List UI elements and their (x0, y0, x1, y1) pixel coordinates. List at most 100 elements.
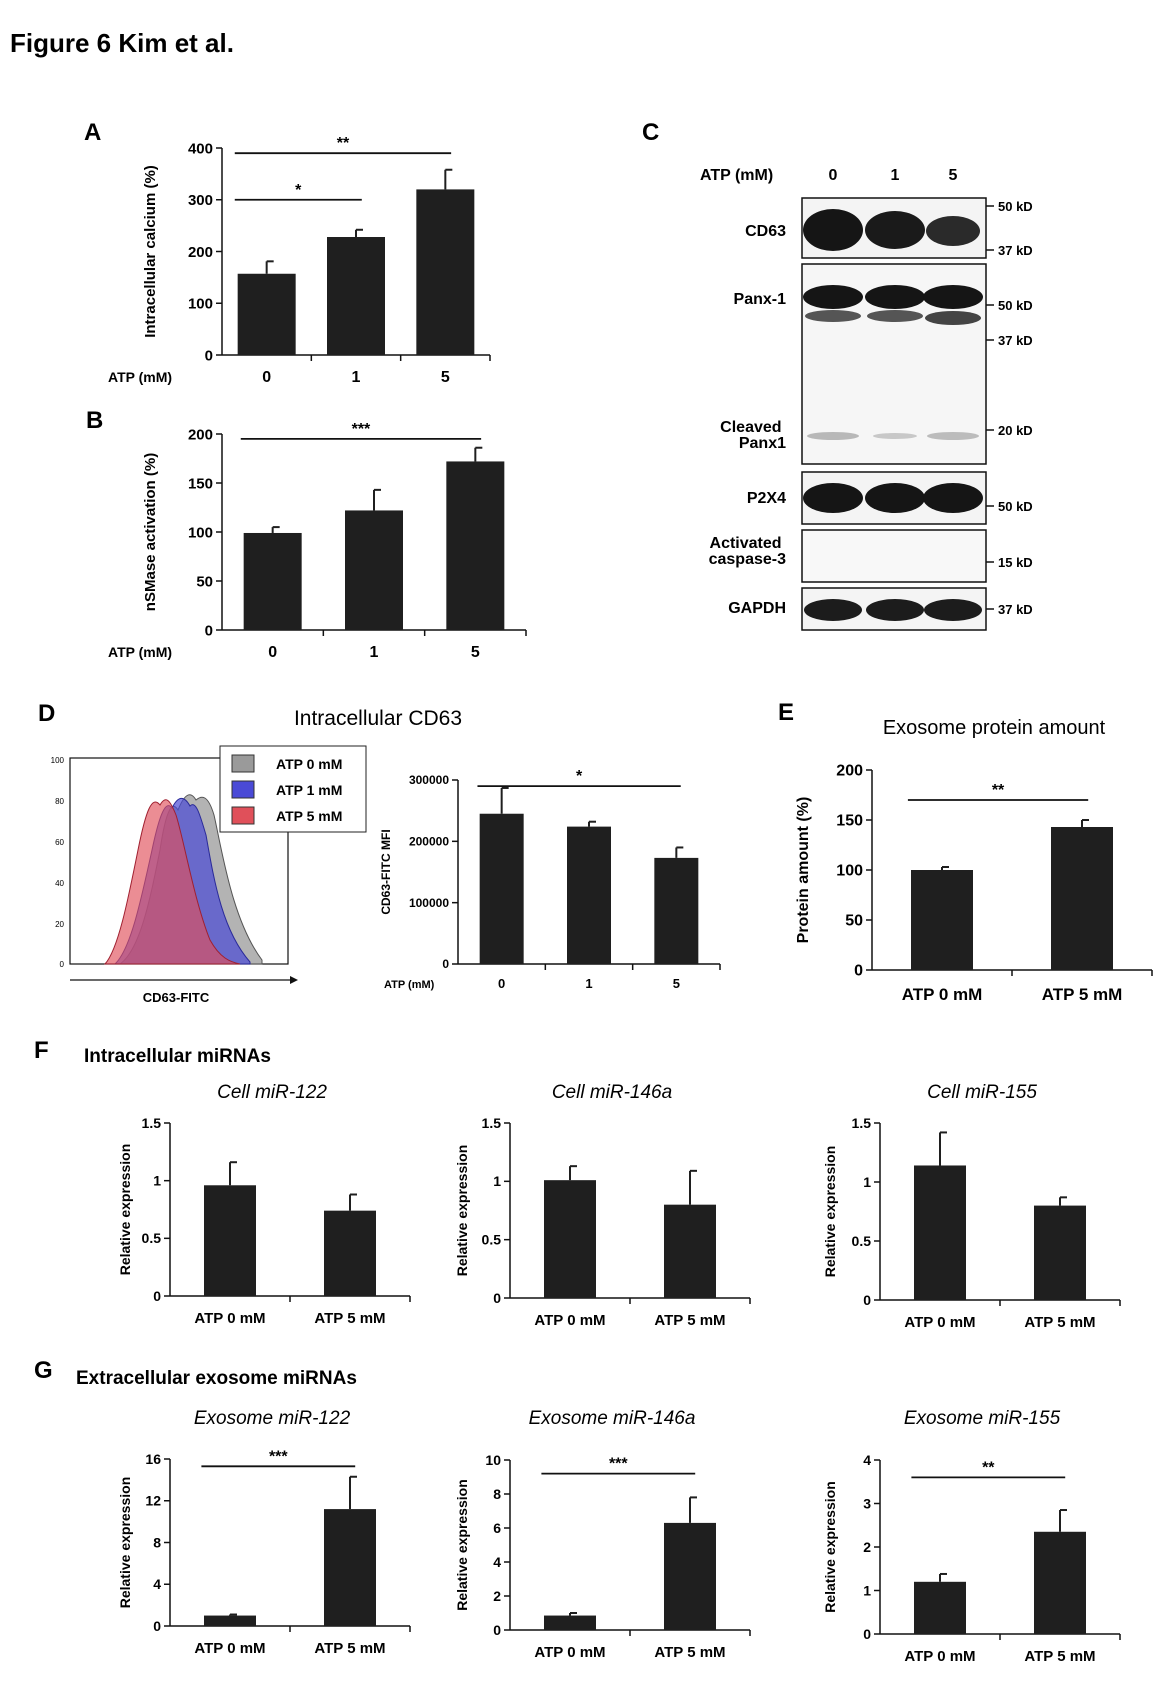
band-cd63-lane0 (803, 209, 863, 251)
y-axis-label: Intracellular calcium (%) (142, 165, 159, 338)
bar (204, 1185, 256, 1296)
y-tick-label: 4 (863, 1452, 871, 1468)
legend-swatch-atp0 (231, 754, 255, 773)
y-axis-label: Relative expression (822, 1146, 838, 1278)
category-label: ATP 5 mM (1024, 1648, 1095, 1665)
y-tick-label: 50 (196, 573, 213, 590)
y-tick-label: 0 (153, 1618, 161, 1634)
category-label: ATP 0 mM (194, 1640, 265, 1657)
y-axis-label: Relative expression (822, 1481, 838, 1613)
y-tick-label: 0 (863, 1292, 871, 1308)
band-cd63-lane2 (926, 216, 980, 246)
caspase3-line1: Activated (710, 535, 782, 552)
category-label: ATP 5 mM (1024, 1314, 1095, 1331)
chart-title: Cell miR-122 (217, 1082, 327, 1103)
significance-label: ** (992, 782, 1005, 799)
bar (324, 1509, 376, 1626)
lane-label: 0 (829, 167, 838, 184)
y-tick-label: 4 (153, 1576, 161, 1592)
band-label-p2x4: P2X4 (747, 490, 786, 507)
chart-title: Cell miR-146a (552, 1082, 672, 1103)
section-f-title: Intracellular miRNAs (84, 1046, 271, 1067)
significance-label: ** (982, 1459, 995, 1476)
flow-histogram-panel: D Intracellular CD63 100 80 60 40 20 0 A… (38, 700, 462, 1005)
hist-y-tick: 60 (55, 838, 64, 847)
marker-label: 15 kD (998, 555, 1033, 570)
bar (914, 1581, 966, 1634)
y-tick-label: 1 (863, 1174, 871, 1190)
bar (664, 1522, 716, 1630)
y-tick-label: 0 (205, 347, 213, 364)
bar (243, 532, 302, 630)
y-tick-label: 150 (188, 475, 213, 492)
band-p2x4-lane2 (923, 483, 983, 513)
y-tick-label: 0.5 (482, 1232, 502, 1248)
band-p2x4-lane0 (803, 483, 863, 513)
panel-letter: G (34, 1357, 53, 1384)
band-label-panx1: Panx-1 (734, 291, 787, 308)
hist-y-tick: 40 (55, 879, 64, 888)
chart-g-mir146a: Exosome miR-146a 0 2 4 6 8 10 ATP 0 mM ATP 5 mM R… (454, 1408, 751, 1661)
band-gapdh-lane0 (804, 599, 862, 621)
bar (324, 1210, 376, 1296)
category-label: ATP 5 mM (654, 1644, 725, 1661)
category-label: ATP 0 mM (534, 1312, 605, 1329)
significance-label: *** (269, 1448, 288, 1465)
band-gapdh-lane2 (924, 599, 982, 621)
band-label-gapdh: GAPDH (728, 600, 786, 617)
y-tick-label: 150 (836, 813, 863, 830)
panel-letter: E (778, 699, 794, 726)
y-tick-label: 0 (863, 1626, 871, 1642)
bar (654, 857, 699, 964)
y-tick-label: 8 (153, 1534, 161, 1550)
chart-title: Exosome protein amount (883, 717, 1106, 739)
chart-title: Cell miR-155 (927, 1082, 1037, 1103)
chart-a: A 0 100 200 300 400 0 1 5 ATP (mM) Intracellular c… (84, 119, 491, 386)
chart-title: Exosome miR-122 (194, 1408, 351, 1429)
y-tick-label: 0.5 (142, 1230, 162, 1246)
category-label: ATP 0 mM (534, 1644, 605, 1661)
marker-label: 37 kD (998, 333, 1033, 348)
category-label: ATP 5 mM (654, 1312, 725, 1329)
bar (567, 826, 611, 964)
bar (1034, 1531, 1086, 1634)
panel-letter: A (84, 119, 101, 146)
y-tick-label: 2 (863, 1539, 871, 1555)
marker-label: 37 kD (998, 602, 1033, 617)
band-cd63-lane1 (865, 211, 925, 249)
band-panx1-lower-lane1 (867, 310, 923, 322)
y-axis-label: CD63-FITC MFI (379, 829, 393, 914)
band-label-caspase3: Activated caspase-3 (709, 535, 786, 568)
y-tick-label: 1 (153, 1173, 161, 1189)
y-tick-label: 100 (188, 296, 213, 313)
category-label: ATP 0 mM (904, 1648, 975, 1665)
chart-g-mir122: G Exosome miR-122 0 4 8 12 16 ATP 0 mM ATP 5 mM R… (34, 1357, 411, 1657)
band-label-cd63: CD63 (745, 223, 786, 240)
y-tick-label: 3 (863, 1495, 871, 1511)
y-tick-label: 0.5 (852, 1233, 872, 1249)
panel-letter: B (86, 407, 103, 434)
legend-swatch-atp1 (231, 780, 255, 799)
caspase3-line2: caspase-3 (709, 551, 786, 568)
cleaved-panx1-line2: Panx1 (739, 435, 786, 452)
arrow-head-icon (290, 976, 298, 984)
marker-label: 50 kD (998, 199, 1033, 214)
histogram-x-label: CD63-FITC (143, 990, 210, 1005)
category-label: 0 (498, 976, 505, 991)
y-tick-label: 0 (493, 1622, 501, 1638)
band-cleaved-panx1-lane1 (873, 433, 917, 439)
legend-label-atp0: ATP 0 mM (276, 756, 342, 772)
panel-letter-c: C (642, 119, 659, 146)
cleaved-panx1-line1: Cleaved (720, 419, 781, 436)
hist-y-tick: 0 (60, 960, 65, 969)
y-axis-label: Protein amount (%) (795, 797, 812, 944)
y-axis-label: Relative expression (117, 1144, 133, 1276)
y-tick-label: 0 (493, 1290, 501, 1306)
hist-y-tick: 100 (51, 756, 65, 765)
marker-label: 50 kD (998, 298, 1033, 313)
category-label: ATP 0 mM (904, 1314, 975, 1331)
marker-label: 20 kD (998, 423, 1033, 438)
category-label: 1 (352, 369, 361, 386)
significance-label: *** (609, 1456, 628, 1473)
bar (327, 237, 385, 355)
